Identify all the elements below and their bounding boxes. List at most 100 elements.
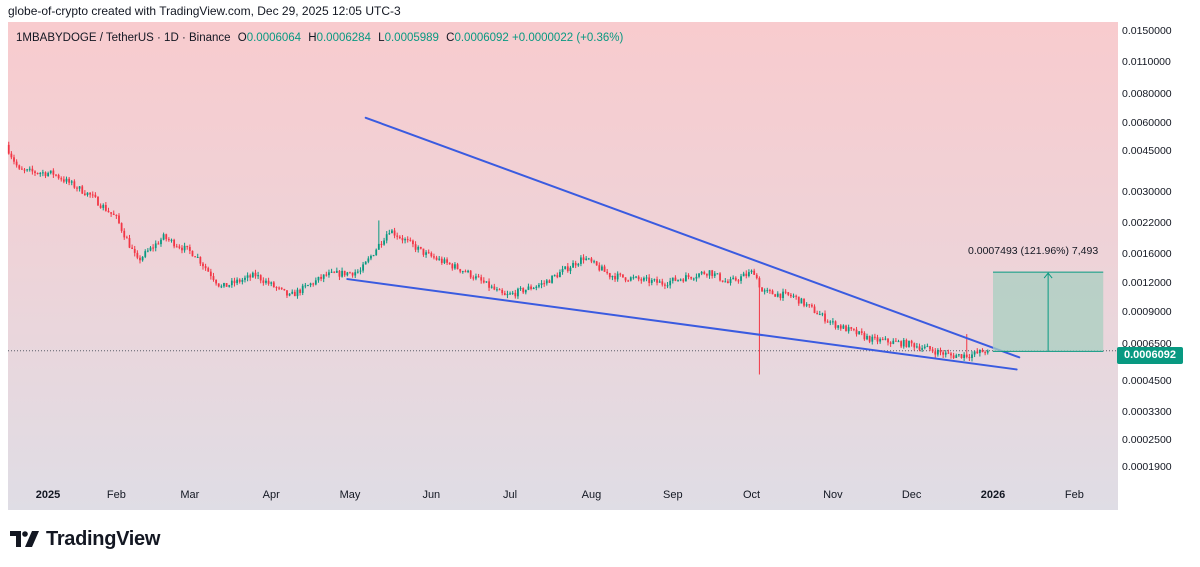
candle-body bbox=[577, 263, 580, 266]
candle-body bbox=[524, 289, 527, 293]
candle-body bbox=[104, 205, 107, 211]
candle-body bbox=[31, 168, 34, 172]
candle-body bbox=[107, 210, 110, 213]
candle-body bbox=[496, 289, 498, 291]
candle-body bbox=[769, 290, 771, 292]
candle-body bbox=[209, 271, 212, 277]
high-key: H bbox=[308, 32, 317, 44]
time-tick-label: 2025 bbox=[35, 489, 61, 501]
candle-body bbox=[372, 255, 375, 257]
time-tick-label: Jun bbox=[422, 489, 441, 501]
candle-body bbox=[826, 321, 829, 323]
candle-body bbox=[863, 332, 866, 340]
candle-body bbox=[713, 273, 716, 276]
candle-body bbox=[370, 255, 372, 259]
candle-body bbox=[236, 279, 238, 284]
candle-body bbox=[133, 248, 136, 253]
candle-body bbox=[128, 238, 131, 248]
time-tick-label: Aug bbox=[581, 489, 602, 501]
candle-body bbox=[175, 246, 178, 248]
candle-body bbox=[706, 274, 708, 276]
candle-body bbox=[81, 186, 84, 194]
candle-body bbox=[763, 290, 766, 292]
candle-body bbox=[601, 266, 603, 271]
candle-body bbox=[377, 243, 380, 250]
candle-body bbox=[118, 215, 120, 224]
candle-body bbox=[97, 196, 99, 206]
candle-body bbox=[737, 280, 740, 282]
candle-body bbox=[68, 178, 71, 183]
candle-body bbox=[742, 273, 745, 277]
candle-body bbox=[157, 243, 160, 245]
candle-body bbox=[149, 247, 152, 251]
candle-body bbox=[650, 280, 653, 283]
candle-body bbox=[845, 325, 847, 332]
change-value: +0.0000022 (+0.36%) bbox=[512, 32, 624, 44]
candle-body bbox=[640, 279, 643, 281]
candle-body bbox=[354, 272, 357, 276]
candle-body bbox=[314, 280, 317, 285]
candle-body bbox=[666, 285, 669, 287]
trendline-lower bbox=[346, 278, 1018, 371]
candle-body bbox=[852, 328, 855, 330]
candle-body bbox=[952, 355, 955, 358]
candle-body bbox=[217, 283, 220, 287]
candle-body bbox=[559, 272, 561, 278]
candle-body bbox=[139, 257, 141, 261]
candle-body bbox=[698, 273, 700, 277]
candle-body bbox=[643, 277, 645, 281]
candle-body bbox=[923, 346, 926, 349]
candle-body bbox=[70, 181, 73, 183]
candle-body bbox=[183, 245, 186, 251]
tradingview-logo-icon bbox=[10, 531, 39, 547]
candle-body bbox=[188, 247, 191, 251]
candle-body bbox=[934, 351, 937, 355]
candle-body bbox=[656, 279, 658, 283]
candle-body bbox=[404, 239, 406, 241]
symbol-label[interactable]: 1MBABYDOGE / TetherUS · 1D · Binance bbox=[16, 32, 231, 44]
candle-body bbox=[792, 295, 795, 297]
candle-body bbox=[304, 285, 307, 287]
price-tick-label: 0.0022000 bbox=[1122, 216, 1172, 229]
candle-body bbox=[167, 239, 170, 241]
candle-body bbox=[850, 327, 853, 329]
candle-body bbox=[254, 272, 257, 277]
candle-body bbox=[338, 270, 341, 277]
time-tick-label: Mar bbox=[180, 489, 200, 501]
candle-body bbox=[957, 354, 960, 356]
candle-body bbox=[288, 293, 291, 296]
candle-body bbox=[265, 280, 267, 283]
candle-body bbox=[322, 274, 325, 279]
candle-body bbox=[509, 293, 511, 295]
candle-body bbox=[734, 277, 737, 281]
candle-body bbox=[443, 259, 446, 263]
time-tick-label: May bbox=[339, 489, 361, 501]
open-key: O bbox=[237, 32, 247, 44]
candle-body bbox=[556, 275, 559, 278]
candle-body bbox=[320, 276, 322, 279]
candle-body bbox=[986, 350, 989, 353]
candle-body bbox=[291, 291, 294, 294]
high-value: 0.0006284 bbox=[316, 32, 371, 44]
candle-body bbox=[312, 283, 315, 285]
candle-body bbox=[703, 271, 706, 275]
candle-body bbox=[417, 246, 420, 250]
candle-body bbox=[721, 280, 724, 282]
candle-body bbox=[771, 290, 774, 295]
candle-body bbox=[136, 252, 139, 258]
candle-body bbox=[23, 169, 26, 171]
candle-body bbox=[540, 283, 543, 285]
candle-body bbox=[152, 247, 155, 249]
candle-body bbox=[855, 329, 858, 335]
candle-body bbox=[947, 352, 950, 354]
price-axis[interactable] bbox=[1118, 22, 1200, 510]
price-tick-label: 0.0080000 bbox=[1122, 87, 1172, 100]
candle-body bbox=[154, 243, 157, 249]
candle-body bbox=[976, 351, 979, 354]
candle-body bbox=[257, 275, 259, 277]
candle-body bbox=[740, 276, 742, 281]
candle-body bbox=[514, 292, 517, 297]
candle-body bbox=[981, 349, 984, 353]
candle-body bbox=[729, 279, 732, 284]
tradingview-brand[interactable]: TradingView bbox=[10, 527, 160, 551]
